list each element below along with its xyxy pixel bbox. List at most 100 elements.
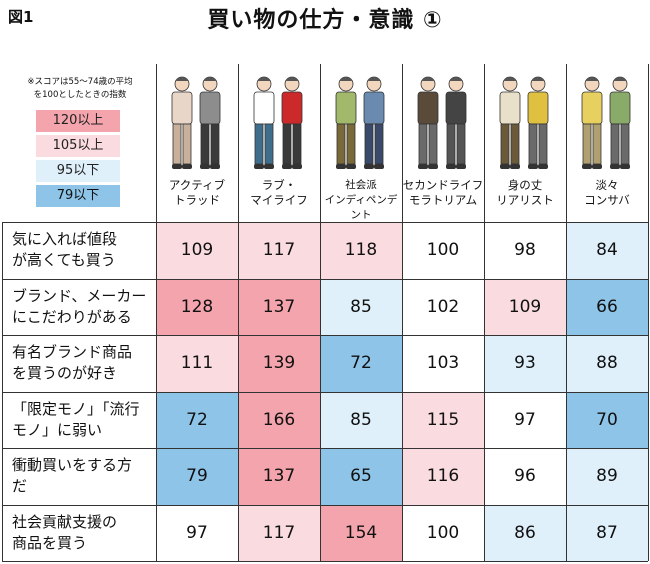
group-header: 淡々 コンサバ	[566, 64, 648, 222]
score-cell: 137	[238, 278, 320, 335]
score-cell: 96	[484, 448, 566, 505]
score-cell: 109	[484, 278, 566, 335]
score-cell: 85	[320, 278, 402, 335]
score-cell: 98	[484, 222, 566, 279]
column-divider	[484, 64, 485, 222]
person-figure	[445, 76, 467, 169]
group-header: ラブ・ マイライフ	[238, 64, 320, 222]
score-cell: 116	[402, 448, 484, 505]
column-divider	[156, 64, 157, 222]
score-cell: 102	[402, 278, 484, 335]
row-divider	[2, 278, 648, 280]
group-name: アクティブ トラッド	[168, 178, 226, 207]
person-figure	[527, 76, 549, 169]
score-cell: 85	[320, 391, 402, 448]
column-divider	[320, 64, 321, 222]
group-illustration	[335, 76, 385, 169]
column-divider	[648, 222, 649, 561]
person-figure	[417, 76, 439, 169]
page-title: 買い物の仕方・意識 ①	[207, 8, 443, 33]
row-divider	[2, 561, 648, 562]
score-cell: 111	[156, 335, 238, 392]
score-cell: 154	[320, 504, 402, 561]
person-figure	[281, 76, 303, 169]
score-cell: 128	[156, 278, 238, 335]
score-cell: 86	[484, 504, 566, 561]
score-cell: 117	[238, 504, 320, 561]
group-illustration	[171, 76, 221, 169]
group-illustration	[417, 76, 467, 169]
group-illustration	[499, 76, 549, 169]
score-cell: 89	[566, 448, 648, 505]
score-cell: 97	[484, 391, 566, 448]
group-header: 身の丈 リアリスト	[484, 64, 566, 222]
column-divider	[2, 222, 3, 561]
score-cell: 137	[238, 448, 320, 505]
group-name: 社会派 インディペンデント	[324, 179, 398, 221]
score-cell: 166	[238, 391, 320, 448]
score-cell: 65	[320, 448, 402, 505]
row-label: 有名ブランド商品 を買うのが好き	[12, 343, 133, 382]
score-cell: 87	[566, 504, 648, 561]
person-figure	[199, 76, 221, 169]
score-cell: 88	[566, 335, 648, 392]
person-figure	[609, 76, 631, 169]
group-illustration	[253, 76, 303, 169]
score-cell: 139	[238, 335, 320, 392]
column-divider	[402, 222, 403, 561]
score-cell: 109	[156, 222, 238, 279]
person-figure	[253, 76, 275, 169]
row-label: 気に入れば値段 が高くても買う	[12, 230, 118, 269]
legend-item: 79以下	[36, 185, 120, 207]
column-divider	[320, 222, 321, 561]
legend-note: ※スコアは55〜74歳の平均 を100としたときの指数	[27, 77, 133, 100]
person-figure	[581, 76, 603, 169]
row-divider	[2, 222, 648, 223]
table-header: ※スコアは55〜74歳の平均 を100としたときの指数 120以上 105以上 95…	[2, 64, 649, 222]
group-header: 社会派 インディペンデント	[320, 64, 402, 222]
row-divider	[2, 504, 648, 506]
column-divider	[402, 64, 403, 222]
score-cell: 79	[156, 448, 238, 505]
row-divider	[2, 391, 648, 393]
row-divider	[2, 448, 648, 449]
legend-item: 105以上	[36, 135, 120, 157]
legend-item: 95以下	[36, 160, 120, 182]
group-name: 身の丈 リアリスト	[496, 178, 554, 207]
group-name: セカンドライフ モラトリアム	[402, 178, 484, 207]
row-label: 「限定モノ」「流行 モノ」に弱い	[12, 399, 140, 439]
group-name: 淡々 コンサバ	[584, 178, 630, 207]
column-divider	[566, 222, 567, 561]
group-header: セカンドライフ モラトリアム	[402, 64, 484, 222]
figure-label: 図1	[8, 8, 34, 26]
score-cell: 97	[156, 504, 238, 561]
score-cell: 66	[566, 278, 648, 335]
row-label: ブランド、メーカー にこだわりがある	[12, 286, 147, 326]
row-divider	[2, 335, 648, 336]
column-divider	[566, 64, 567, 222]
column-divider	[648, 64, 649, 222]
column-divider	[484, 222, 485, 561]
person-figure	[171, 76, 193, 169]
person-figure	[335, 76, 357, 169]
row-label: 社会貢献支援の 商品を買う	[12, 512, 118, 552]
score-cell: 100	[402, 222, 484, 279]
score-cell: 93	[484, 335, 566, 392]
score-cell: 115	[402, 391, 484, 448]
person-figure	[499, 76, 521, 169]
column-divider	[238, 222, 239, 561]
score-cell: 72	[320, 335, 402, 392]
column-divider	[156, 222, 157, 561]
column-divider	[238, 64, 239, 222]
row-label: 衝動買いをする方 だ	[12, 456, 133, 495]
legend-item: 120以上	[36, 110, 120, 132]
score-cell: 103	[402, 335, 484, 392]
group-illustration	[581, 76, 631, 169]
score-cell: 100	[402, 504, 484, 561]
score-cell: 70	[566, 391, 648, 448]
person-figure	[363, 76, 385, 169]
group-header: アクティブ トラッド	[156, 64, 238, 222]
score-cell: 84	[566, 222, 648, 279]
score-cell: 117	[238, 222, 320, 279]
group-name: ラブ・ マイライフ	[250, 178, 308, 207]
